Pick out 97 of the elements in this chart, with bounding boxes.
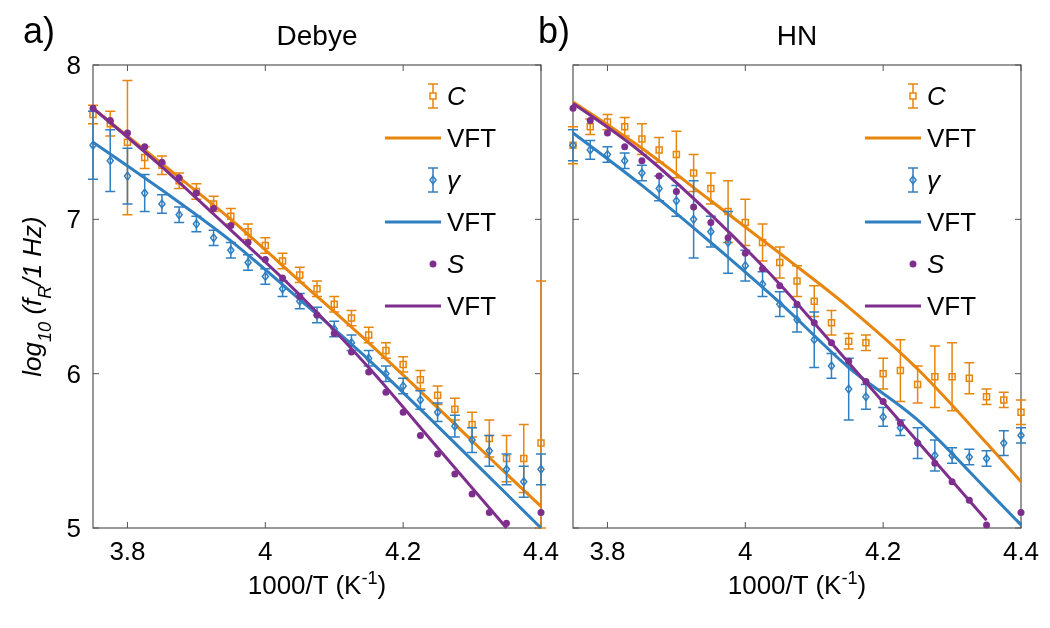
point [485, 446, 494, 456]
point [810, 297, 818, 305]
point [913, 380, 922, 389]
point [655, 172, 663, 180]
point [416, 395, 425, 405]
y-tick-label: 5 [66, 513, 81, 543]
legend-label: VFT [927, 123, 977, 153]
point [983, 521, 991, 529]
point [106, 156, 114, 166]
point [520, 477, 528, 487]
point [655, 146, 663, 154]
x-axis-title: 1000/T (K$^{-1}$) [247, 568, 387, 600]
text: a) [23, 10, 56, 51]
point [1000, 438, 1008, 448]
point [638, 135, 646, 143]
point [123, 171, 132, 181]
point [707, 227, 715, 237]
point [502, 464, 511, 474]
legend-label: C [447, 81, 466, 111]
point [638, 157, 646, 165]
point [158, 199, 166, 209]
point [948, 373, 956, 381]
point [621, 143, 629, 151]
point [810, 335, 818, 345]
point [827, 318, 836, 327]
chart-title: Debye [276, 20, 358, 51]
x-axis-title: 1000/T (K$^{-1}$) [727, 568, 867, 600]
legend-label: S [927, 249, 945, 279]
legend-label: VFT [447, 207, 497, 237]
legend-label: VFT [447, 123, 497, 153]
point [724, 207, 732, 216]
point [879, 369, 887, 378]
point [862, 392, 870, 402]
point [844, 384, 853, 394]
point [586, 117, 594, 125]
point [724, 234, 732, 242]
x-tick-label: 4.4 [1002, 536, 1040, 566]
legend-label: VFT [927, 207, 977, 237]
x-tick-label: 4 [258, 536, 273, 566]
point [776, 258, 784, 267]
y-tick-label: 6 [66, 358, 81, 389]
chart-title: HN [776, 20, 818, 51]
point [364, 353, 373, 363]
point [689, 214, 698, 224]
x-tick-label: 3.8 [109, 536, 146, 566]
x-tick-label: 4.2 [385, 536, 422, 566]
y-tick-label: 8 [66, 50, 81, 80]
x-tick-label: 4.2 [865, 536, 902, 566]
x-tick-label: 3.8 [589, 536, 626, 566]
point [141, 143, 149, 151]
point [827, 361, 836, 371]
point [603, 129, 611, 137]
point [434, 450, 442, 458]
point [741, 218, 750, 227]
point [672, 188, 680, 196]
point [620, 122, 629, 131]
point [707, 218, 715, 226]
point [689, 169, 698, 177]
legend-label: S [447, 249, 465, 279]
point [1017, 408, 1025, 416]
x-tick-label: 4 [738, 536, 753, 566]
point [758, 238, 767, 247]
point [433, 407, 442, 417]
point [672, 150, 681, 159]
point [896, 366, 905, 375]
point [1017, 509, 1025, 517]
legend-label: γ [447, 165, 462, 195]
point [793, 315, 801, 325]
y-tick-label: 7 [66, 204, 81, 235]
point [879, 412, 887, 422]
legend-label: γ [927, 165, 942, 195]
point [210, 205, 218, 213]
legend-label: C [927, 81, 946, 111]
x-tick-label: 4.4 [522, 536, 560, 566]
point [468, 435, 476, 445]
point [931, 450, 939, 461]
legend-label: VFT [927, 291, 977, 321]
point [586, 145, 594, 155]
point [793, 277, 801, 285]
point [451, 421, 459, 431]
point [776, 299, 784, 309]
point [741, 260, 750, 271]
text: b) [538, 10, 571, 51]
point [965, 374, 974, 383]
point [690, 203, 698, 211]
point [655, 183, 663, 194]
point [537, 464, 545, 474]
legend-label: VFT [447, 291, 497, 321]
point [672, 196, 681, 206]
point [537, 509, 545, 517]
point [451, 470, 459, 478]
point [758, 279, 767, 289]
point [140, 188, 149, 198]
point [707, 184, 715, 193]
point [416, 431, 424, 439]
point [931, 373, 939, 381]
point [89, 140, 97, 150]
